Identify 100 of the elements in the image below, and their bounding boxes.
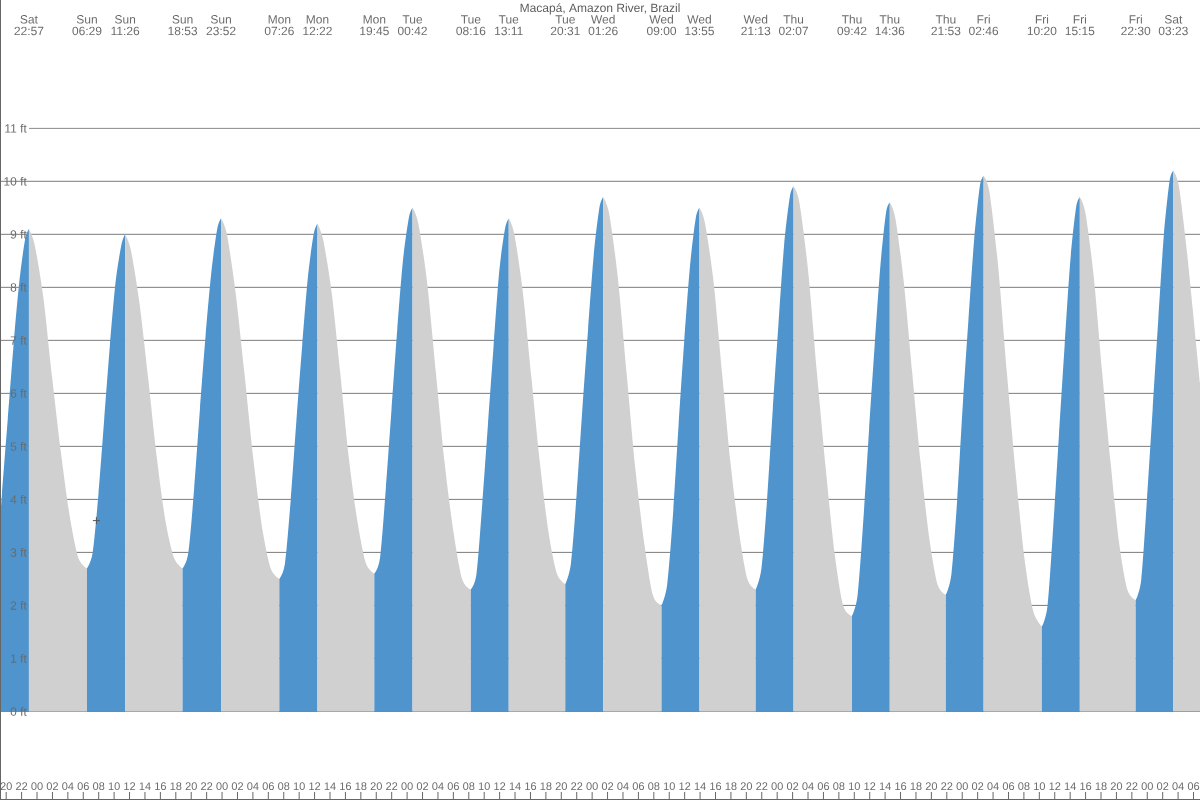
x-tick-label: 14: [1064, 782, 1076, 790]
annotation: Tue 08:16: [456, 15, 486, 36]
annotation: Sun 18:53: [168, 15, 198, 36]
x-tick-label: 12: [124, 782, 136, 790]
x-tick-label: 04: [617, 782, 629, 791]
x-tick-label: 10: [478, 782, 490, 791]
x-tick-label: 08: [648, 782, 660, 791]
annotation: Sat 22:57: [14, 15, 44, 36]
x-tick-label: 06: [632, 782, 645, 791]
x-tick-label: 06: [447, 782, 459, 791]
x-tick-label: 20: [1110, 782, 1123, 791]
x-tick-label: 20: [555, 782, 567, 791]
x-tick-label: 00: [401, 782, 413, 791]
x-tick-label: 12: [309, 782, 321, 790]
x-tick-label: 00: [31, 782, 43, 791]
x-tick-label: 06: [262, 782, 274, 791]
x-tick-label: 12: [494, 782, 506, 790]
x-tick-label: 02: [231, 782, 244, 791]
x-tick-label: 22: [756, 782, 768, 790]
x-tick-label: 04: [987, 782, 999, 791]
x-tick-label: 04: [62, 782, 74, 791]
x-tick-label: 14: [324, 782, 336, 790]
x-tick-label: 02: [46, 782, 58, 791]
annotation: Fri 15:15: [1065, 14, 1095, 36]
y-tick-label: 3 ft: [10, 548, 27, 557]
x-tick-label: 10: [1034, 782, 1045, 791]
annotation: Thu 21:53: [931, 14, 961, 36]
x-tick-label: 00: [771, 782, 783, 791]
x-tick-label: 18: [725, 782, 737, 791]
y-tick-label: 7 ft: [10, 335, 27, 345]
annotation: Mon 12:22: [303, 15, 332, 36]
y-tick-label: 6 ft: [10, 388, 27, 398]
annotation: Fri 02:46: [969, 14, 999, 36]
x-tick-label: 16: [525, 782, 537, 791]
x-tick-label: 08: [833, 782, 845, 791]
x-tick-label: 22: [386, 782, 398, 790]
x-tick-label: 14: [879, 782, 891, 790]
x-tick-label: 06: [1002, 782, 1015, 791]
x-tick-label: 16: [340, 782, 352, 791]
x-tick-label: 22: [1126, 782, 1138, 790]
x-tick-label: 16: [895, 782, 907, 791]
x-tick-label: 04: [1172, 782, 1184, 791]
x-tick-label: 06: [77, 782, 89, 791]
x-tick-label: 04: [432, 782, 444, 791]
annotation: Sat 03:23: [1158, 15, 1188, 36]
annotation: Tue 13:11: [495, 15, 523, 36]
x-tick-label: 14: [509, 782, 521, 790]
annotation: Fri 22:30: [1121, 14, 1151, 36]
x-tick-label: 14: [694, 782, 706, 790]
x-tick-label: 08: [463, 782, 475, 791]
x-tick-label: 02: [971, 782, 984, 791]
x-tick-label: 16: [155, 782, 167, 791]
annotation: Thu 14:36: [875, 14, 905, 36]
x-tick-label: 22: [571, 782, 583, 790]
x-tick-label: 06: [1187, 782, 1200, 791]
x-tick-label: 14: [139, 782, 151, 790]
annotation: Sun 06:29: [72, 15, 102, 36]
x-tick-label: 10: [108, 782, 120, 791]
annotation: Fri 10:20: [1027, 14, 1057, 36]
annotation: Wed 13:55: [685, 14, 714, 36]
x-tick-label: 10: [293, 782, 305, 791]
x-tick-label: 20: [370, 782, 382, 791]
x-tick-label: 02: [1156, 782, 1169, 791]
y-tick-label: 4 ft: [10, 495, 27, 504]
annotation: Tue 20:31: [550, 15, 580, 36]
annotation: Thu 09:42: [837, 14, 867, 36]
annotation: Wed 21:13: [741, 14, 771, 36]
x-tick-label: 16: [1080, 782, 1092, 791]
x-tick-label: 12: [1049, 782, 1061, 790]
annotation: Thu 02:07: [778, 14, 808, 36]
x-tick-label: 00: [956, 782, 968, 791]
y-tick-label: 2 ft: [10, 601, 27, 610]
x-tick-label: 18: [170, 782, 182, 791]
x-tick-label: 02: [601, 782, 614, 791]
x-tick-label: 20: [185, 782, 197, 791]
x-tick-label: 20: [925, 782, 938, 791]
x-tick-label: 20: [740, 782, 753, 791]
x-tick-label: 04: [247, 782, 259, 791]
x-tick-label: 18: [355, 782, 367, 791]
x-tick-label: 08: [1018, 782, 1030, 791]
x-tick-label: 00: [586, 782, 598, 791]
x-tick-label: 04: [802, 782, 814, 791]
x-tick-label: 02: [416, 782, 429, 791]
x-tick-label: 18: [910, 782, 922, 791]
x-tick-label: 22: [16, 782, 28, 790]
x-tick-label: 20: [0, 782, 12, 791]
annotation: Mon 07:26: [264, 15, 294, 36]
annotation: Wed 09:00: [646, 14, 677, 36]
annotation: Tue 00:42: [397, 15, 427, 36]
x-tick-label: 18: [540, 782, 552, 791]
x-tick-label: 10: [849, 782, 860, 791]
annotation: Sun 23:52: [206, 15, 236, 36]
x-tick-label: 08: [93, 782, 105, 791]
annotation: Wed 01:26: [588, 14, 618, 36]
y-tick-label: 11 ft: [5, 123, 27, 133]
x-tick-label: 12: [864, 782, 876, 790]
x-tick-label: 06: [817, 782, 830, 791]
x-tick-label: 08: [278, 782, 290, 791]
y-tick-label: 1 ft: [11, 654, 27, 663]
x-tick-label: 02: [786, 782, 799, 791]
